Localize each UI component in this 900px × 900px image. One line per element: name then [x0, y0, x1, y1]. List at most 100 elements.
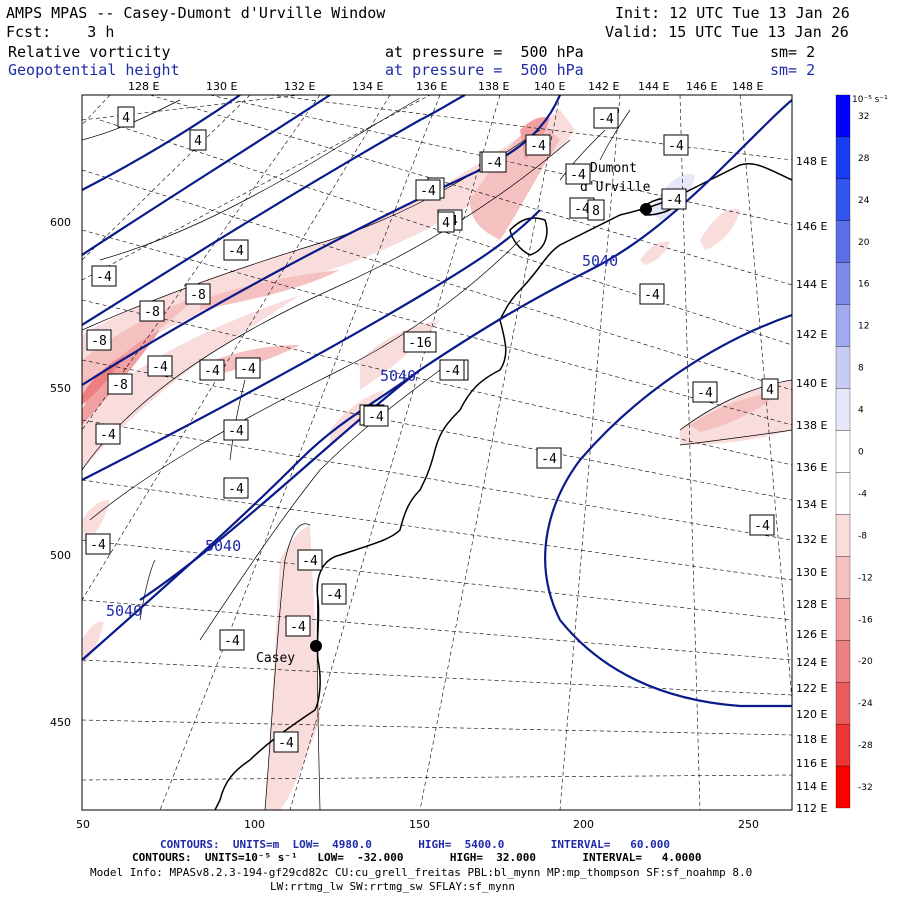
colorbar-label: 8 [858, 364, 864, 374]
vorticity-label: -8 [91, 334, 107, 349]
vorticity-label: -4 [368, 410, 384, 425]
vorticity-label: -4 [666, 193, 682, 208]
field2-level: at pressure = 500 hPa [385, 61, 584, 79]
footer-model-info: Model Info: MPASv8.2.3-194-gf29cd82c CU:… [90, 866, 753, 879]
vorticity-label-box [403, 331, 437, 353]
y-tick-label: 550 [50, 382, 71, 395]
footer-model-info-2: LW:rrtmg_lw SW:rrtmg_sw SFLAY:sf_mynn [270, 880, 516, 893]
vorticity-label-box [565, 163, 591, 185]
place-label-dumont: Dumont [590, 161, 637, 176]
x-tick-label: 50 [76, 818, 90, 831]
colorbar-label: -24 [858, 699, 873, 709]
vorticity-label: 8 [592, 204, 600, 219]
colorbar-label: -32 [858, 783, 873, 793]
colorbar-label: -28 [858, 741, 873, 751]
colorbar-label: 12 [858, 322, 869, 332]
vorticity-label-box [481, 151, 507, 173]
lon-label: 134 E [796, 498, 827, 511]
colorbar-swatch [835, 472, 851, 515]
height-label: 5040 [106, 602, 142, 620]
colorbar-swatch [835, 682, 851, 725]
vorticity-label: -4 [570, 168, 586, 183]
lon-label: 136 E [416, 80, 447, 93]
dumont-durville-marker [640, 203, 652, 215]
vorticity-label: -4 [228, 244, 244, 259]
vorticity-label: -4 [228, 482, 244, 497]
plot-frame [81, 94, 793, 811]
place-label-casey: Casey [256, 651, 295, 666]
vorticity-label: -4 [420, 184, 436, 199]
x-tick-label: 100 [244, 818, 265, 831]
lon-label: 132 E [796, 533, 827, 546]
valid-time: Valid: 15 UTC Tue 13 Jan 26 [605, 23, 849, 41]
lon-label: 124 E [796, 656, 827, 669]
colorbar-label: 4 [858, 406, 864, 416]
x-tick-label: 200 [573, 818, 594, 831]
colorbar-swatch [835, 346, 851, 389]
vorticity-label: -4 [204, 364, 220, 379]
colorbar-swatch [835, 220, 851, 263]
x-axis: 50 100 150 200 250 [76, 818, 759, 831]
vorticity-label: -4 [530, 139, 546, 154]
vorticity-label: -4 [697, 386, 713, 401]
lon-label: 138 E [796, 419, 827, 432]
vorticity-label: 4 [766, 383, 774, 398]
vorticity-label-box [415, 179, 441, 201]
colorbar-label: -8 [858, 531, 867, 541]
vorticity-label: -4 [96, 270, 112, 285]
vorticity-label-box [189, 129, 207, 151]
lon-label: 140 E [534, 80, 565, 93]
lon-label: 116 E [796, 757, 827, 770]
vorticity-label-box [117, 106, 135, 128]
vorticity-label: 4 [442, 216, 450, 231]
vorticity-label-box [587, 199, 605, 221]
vorticity-label: -8 [112, 378, 128, 393]
field1-name: Relative vorticity [8, 43, 171, 61]
vorticity-label-box [661, 188, 687, 210]
x-tick-label: 250 [738, 818, 759, 831]
vorticity-label: -4 [152, 360, 168, 375]
lon-label: 120 E [796, 708, 827, 721]
lon-label: 114 E [796, 780, 827, 793]
colorbar-swatch [835, 430, 851, 473]
lon-label: 112 E [796, 802, 827, 815]
vorticity-shading [82, 110, 792, 810]
vorticity-label-box [219, 629, 245, 651]
lon-label: 118 E [796, 733, 827, 746]
colorbar-label: 28 [858, 154, 870, 164]
vorticity-label: -4 [486, 156, 502, 171]
vorticity-label: -4 [228, 424, 244, 439]
colorbar-label: 16 [858, 280, 870, 290]
colorbar-swatch [835, 262, 851, 305]
colorbar-label: -4 [858, 489, 867, 499]
vorticity-label-box [593, 107, 619, 129]
vorticity-label-box [321, 583, 347, 605]
vorticity-label: -4 [100, 428, 116, 443]
vorticity-label-box [639, 283, 665, 305]
lon-label: 142 E [588, 80, 619, 93]
right-longitude-labels: 148 E 146 E 144 E 142 E 140 E 138 E 136 … [796, 155, 827, 815]
vorticity-label: -4 [444, 364, 460, 379]
vorticity-label-box [273, 731, 299, 753]
lon-label: 130 E [206, 80, 237, 93]
vorticity-label-box [363, 405, 389, 427]
vorticity-label-box [761, 378, 779, 400]
vorticity-label-box [663, 134, 689, 156]
vorticity-label-box [297, 549, 323, 571]
colorbar-swatch [835, 304, 851, 347]
vorticity-label-box [86, 329, 112, 351]
lon-label: 140 E [796, 377, 827, 390]
vorticity-label: -4 [754, 519, 770, 534]
y-tick-label: 600 [50, 216, 71, 229]
colorbar-swatch [835, 556, 851, 599]
lon-label: 142 E [796, 328, 827, 341]
colorbar-swatch [835, 514, 851, 557]
lon-label: 126 E [796, 628, 827, 641]
colorbar-label: -20 [858, 657, 873, 667]
colorbar-unit: 10⁻⁵ s⁻¹ [852, 95, 888, 105]
lon-label: 138 E [478, 80, 509, 93]
map-title: AMPS MPAS -- Casey-Dumont d'Urville Wind… [6, 4, 386, 22]
vorticity-label: -8 [144, 305, 160, 320]
vorticity-label: -4 [598, 112, 614, 127]
footer-height-contours: CONTOURS: UNITS=m LOW= 4980.0 HIGH= 5400… [160, 838, 670, 851]
